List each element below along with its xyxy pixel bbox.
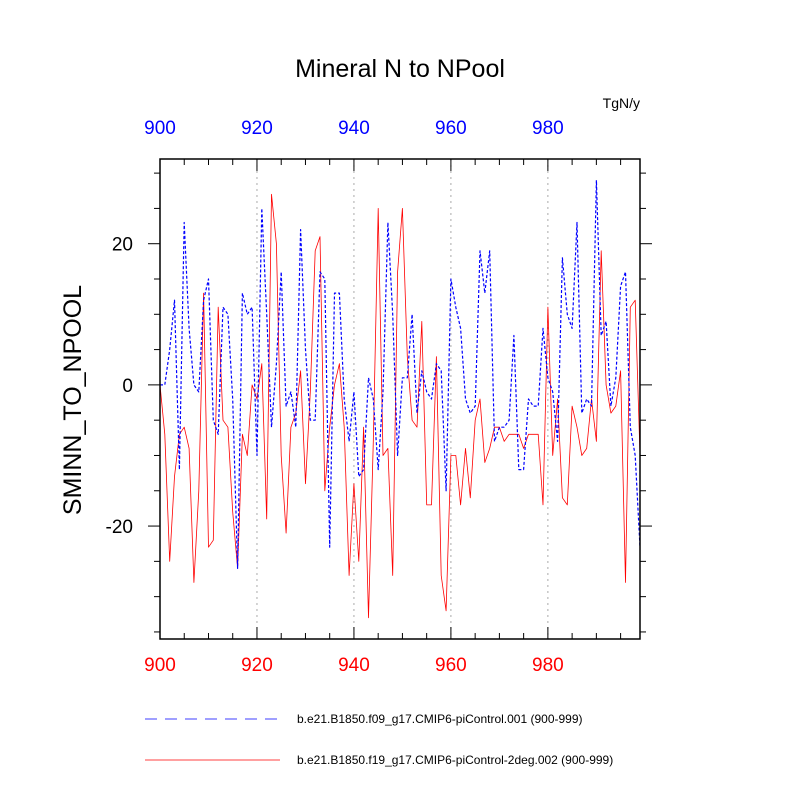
x-tick-label-bottom-940: 940 (338, 655, 370, 676)
units-label: TgN/y (603, 95, 640, 111)
tick-labels: 900 900 920 920 940 940 960 960 980 980 -20 0 20 (106, 118, 564, 676)
plot-frame (159, 158, 641, 640)
y-axis-label: SMINN_TO_NPOOL (59, 285, 87, 515)
series-lines (160, 179, 640, 619)
legend: b.e21.B1850.f09_g17.CMIP6-piControl.001 … (145, 712, 613, 767)
series-line-1 (160, 179, 640, 570)
x-tick-label-bottom-960: 960 (435, 655, 467, 676)
x-tick-label-top-940: 940 (338, 118, 370, 139)
y-tick-label--20: -20 (106, 517, 133, 538)
x-tick-label-top-960: 960 (435, 118, 467, 139)
legend-label-1: b.e21.B1850.f09_g17.CMIP6-piControl.001 … (297, 712, 583, 726)
x-tick-label-bottom-980: 980 (532, 655, 564, 676)
x-tick-label-top-920: 920 (241, 118, 273, 139)
y-tick-label-20: 20 (112, 235, 133, 256)
x-tick-label-bottom-900: 900 (144, 655, 176, 676)
axis-ticks (148, 159, 652, 639)
x-tick-label-bottom-920: 920 (241, 655, 273, 676)
chart-title: Mineral N to NPool (295, 55, 505, 83)
y-tick-label-0: 0 (122, 376, 133, 397)
x-tick-label-top-900: 900 (144, 118, 176, 139)
series-line-2 (160, 193, 640, 619)
legend-label-2: b.e21.B1850.f19_g17.CMIP6-piControl-2deg… (297, 753, 613, 767)
x-tick-label-top-980: 980 (532, 118, 564, 139)
